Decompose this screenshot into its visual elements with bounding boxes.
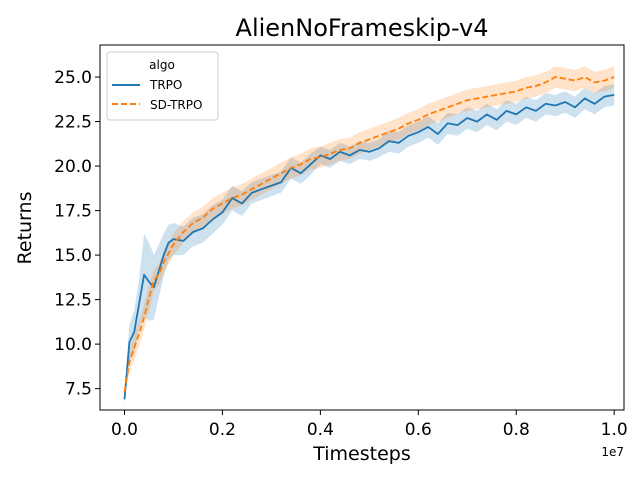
x-tick-label: 0.6 [405,420,432,440]
series-line-sd-trpo [123,76,615,393]
y-tick-label: 12.5 [54,291,92,311]
x-axis-ticks: 0.0 0.2 0.4 0.6 0.8 1.0 [111,410,628,440]
series-line-trpo [123,94,615,400]
x-tick-label: 0.8 [503,420,530,440]
y-tick-label: 22.5 [54,113,92,133]
plot-frame [99,44,625,411]
chart-title: AlienNoFrameskip-v4 [236,14,489,42]
legend-title: algo [149,58,175,72]
confidence-band-sd-trpo [124,66,615,400]
legend: algo TRPO SD-TRPO [106,51,219,121]
y-axis-ticks: 7.5 10.0 12.5 15.0 17.5 20.0 22.5 25.0 [54,68,100,400]
x-tick-label: 0.0 [111,420,138,440]
x-tick-label: 0.2 [209,420,236,440]
y-tick-label: 15.0 [54,246,92,266]
y-tick-label: 10.0 [54,335,92,355]
x-tick-label: 0.4 [307,420,334,440]
x-axis-label: Timesteps [312,443,411,465]
y-tick-label: 20.0 [54,157,92,177]
y-tick-label: 7.5 [65,380,92,400]
y-tick-label: 17.5 [54,202,92,222]
legend-label-trpo: TRPO [149,78,182,92]
y-axis-label: Returns [14,192,36,265]
legend-label-sd-trpo: SD-TRPO [150,98,202,112]
series-lines [123,76,615,400]
x-axis-offset-text: 1e7 [601,445,624,459]
x-tick-label: 1.0 [601,420,628,440]
confidence-band-trpo [124,84,615,405]
y-tick-label: 25.0 [54,68,92,88]
confidence-bands [124,66,615,405]
